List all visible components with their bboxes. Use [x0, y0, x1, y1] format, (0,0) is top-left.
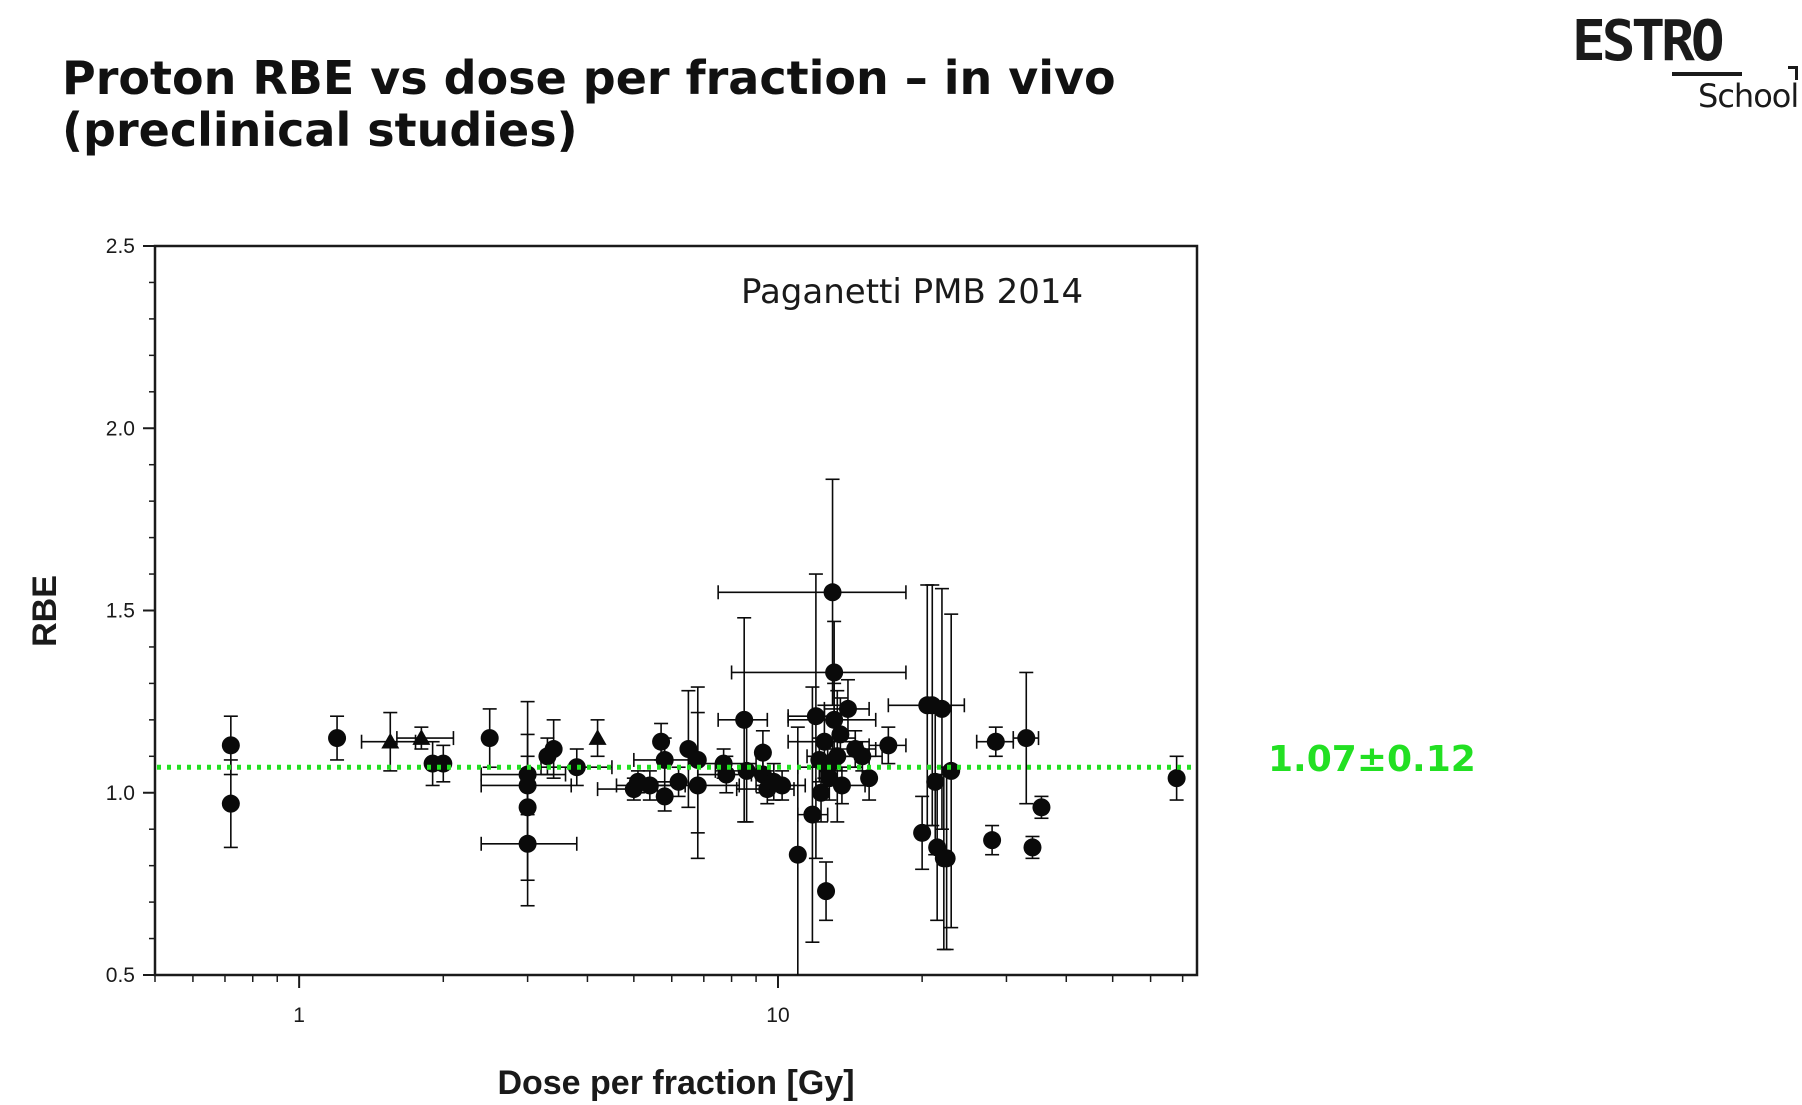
- data-point: [926, 772, 945, 791]
- data-point: [788, 845, 807, 864]
- logo-underline: [1672, 72, 1742, 76]
- data-point: [832, 776, 851, 795]
- data-point: [655, 750, 674, 769]
- data-point: [817, 882, 836, 901]
- data-point: [879, 736, 898, 755]
- chart-annotation: Paganetti PMB 2014: [741, 272, 1083, 312]
- data-point: [737, 761, 756, 780]
- data-point: [1167, 769, 1186, 788]
- data-point: [983, 831, 1002, 850]
- data-point: [652, 732, 671, 751]
- y-axis-ticks: 0.5 1.0 1.5 2.0 2.5: [106, 235, 155, 987]
- data-point: [823, 583, 842, 602]
- data-point: [640, 776, 659, 795]
- plot-frame: [153, 244, 1199, 977]
- data-point: [1023, 838, 1042, 857]
- logo-corner-mark: [1788, 66, 1798, 80]
- y-tick-label: 1.0: [106, 782, 135, 805]
- data-point: [831, 725, 850, 744]
- data-point: [669, 772, 688, 791]
- data-point: [688, 750, 707, 769]
- y-axis-title: RBE: [26, 575, 64, 647]
- data-point: [518, 834, 537, 853]
- x-axis-ticks: 1 10: [154, 975, 1184, 1027]
- error-bars: [223, 478, 1184, 975]
- logo-main-text: ESTRO: [1572, 9, 1725, 74]
- slide-title: Proton RBE vs dose per fraction – in viv…: [62, 52, 1116, 156]
- reference-line-label: 1.07±0.12: [1268, 739, 1476, 780]
- data-point: [518, 776, 537, 795]
- data-point: [688, 776, 707, 795]
- y-tick-label: 2.5: [106, 235, 135, 258]
- estro-school-logo: ESTRO School: [1570, 10, 1802, 120]
- x-tick-label: 10: [766, 1004, 789, 1027]
- data-point: [753, 743, 772, 762]
- data-point-triangle: [588, 729, 607, 745]
- slide-title-line2: (preclinical studies): [62, 103, 578, 157]
- data-point: [838, 699, 857, 718]
- data-point: [932, 699, 951, 718]
- x-tick-label: 1: [293, 1004, 305, 1027]
- data-point: [717, 765, 736, 784]
- data-point: [812, 783, 831, 802]
- data-point: [434, 754, 453, 773]
- data-point: [1032, 798, 1051, 817]
- data-point: [328, 729, 347, 748]
- data-point-triangle: [381, 732, 400, 749]
- data-point: [544, 740, 563, 759]
- data-point: [1017, 729, 1036, 748]
- data-point: [518, 798, 537, 817]
- data-point: [913, 823, 932, 842]
- data-point: [221, 794, 240, 813]
- data-point: [942, 761, 961, 780]
- data-point: [480, 729, 499, 748]
- data-point: [735, 710, 754, 729]
- data-point: [937, 849, 956, 868]
- data-point: [825, 663, 844, 682]
- data-point: [773, 776, 792, 795]
- y-tick-label: 2.0: [106, 417, 135, 440]
- data-point: [828, 747, 847, 766]
- y-tick-label: 0.5: [106, 964, 135, 987]
- data-point: [860, 769, 879, 788]
- data-point: [825, 710, 844, 729]
- data-point: [815, 732, 834, 751]
- data-point: [806, 707, 825, 726]
- data-point: [567, 758, 586, 777]
- data-point: [986, 732, 1005, 751]
- y-tick-label: 1.5: [106, 600, 135, 623]
- data-point: [853, 747, 872, 766]
- data-point: [655, 787, 674, 806]
- logo-sub-text: School: [1698, 77, 1799, 115]
- data-markers: [221, 583, 1186, 901]
- x-axis-title: Dose per fraction [Gy]: [497, 1064, 854, 1102]
- data-point: [221, 736, 240, 755]
- slide-title-line1: Proton RBE vs dose per fraction – in viv…: [62, 51, 1116, 105]
- data-point-triangle: [412, 729, 431, 745]
- data-point: [803, 805, 822, 824]
